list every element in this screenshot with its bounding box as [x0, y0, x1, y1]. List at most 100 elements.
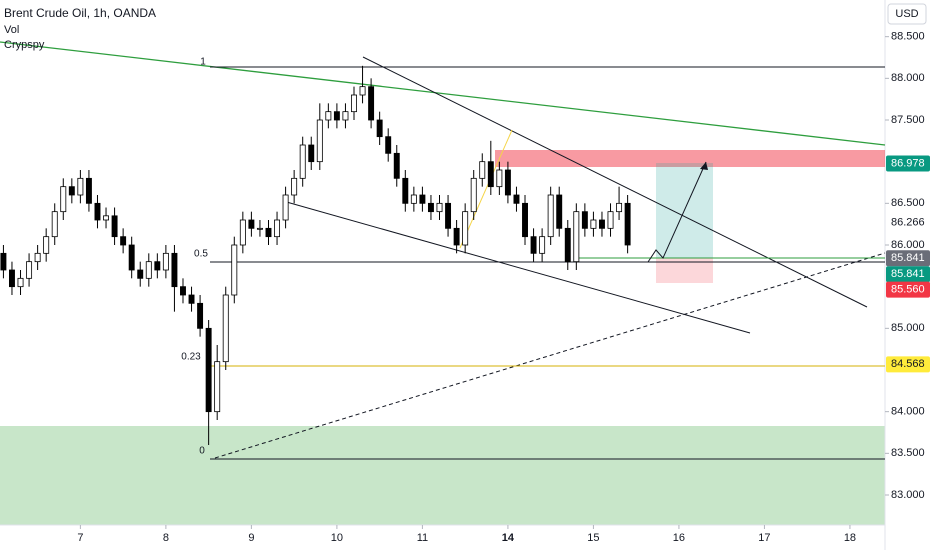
y-tick-label: 83.000	[891, 489, 925, 501]
price-label-box	[886, 155, 930, 172]
candle-body	[34, 252, 41, 263]
candle-body	[376, 119, 383, 138]
candle-body	[26, 261, 33, 279]
candle-body	[51, 211, 58, 238]
candle-body	[385, 136, 392, 154]
x-tick-label: 7	[77, 532, 83, 544]
candle-body	[496, 169, 503, 188]
price-label: 86.266	[891, 217, 925, 229]
candle-body	[239, 219, 246, 246]
demand-zone	[0, 426, 885, 525]
fib-label: 0.5	[194, 249, 208, 260]
price-label-box	[886, 356, 930, 373]
candle-body	[162, 252, 169, 271]
candle-body	[564, 227, 571, 263]
candle-body	[616, 202, 623, 213]
candle-body	[342, 111, 349, 121]
price-label: 84.568	[891, 358, 925, 370]
currency-button[interactable]	[887, 3, 927, 25]
candle-body	[539, 236, 546, 254]
candle-body	[154, 261, 161, 271]
price-label-box	[886, 250, 930, 267]
candle-body	[573, 211, 580, 263]
x-tick-label: 14	[502, 532, 515, 544]
candle-body	[556, 194, 563, 229]
candle-body	[291, 177, 298, 196]
candle-body	[231, 244, 238, 296]
trend-line	[459, 129, 513, 249]
y-tick-label: 83.500	[891, 447, 925, 459]
price-label-box	[886, 281, 930, 298]
candle-body	[607, 211, 614, 229]
trend-line	[0, 41, 886, 146]
candle-body	[85, 177, 92, 204]
indicator-label: Vol	[4, 24, 19, 36]
candle-body	[137, 269, 144, 279]
candle-body	[256, 227, 263, 230]
chart-title: Brent Crude Oil, 1h, OANDA	[4, 6, 156, 20]
y-tick-label: 86.500	[891, 197, 925, 209]
y-tick-label: 87.500	[891, 114, 925, 126]
trend-line	[362, 56, 868, 308]
candle-body	[513, 194, 520, 204]
candle-body	[308, 144, 315, 163]
candle-body	[120, 236, 127, 246]
candle-body	[624, 202, 631, 246]
indicator-label: Crypspy	[4, 39, 45, 51]
candle-body	[487, 161, 494, 188]
candle-body	[419, 194, 426, 204]
candle-body	[590, 219, 597, 229]
y-tick-label: 84.000	[891, 406, 925, 418]
candle-body	[453, 227, 460, 246]
candle-body	[530, 236, 537, 254]
trend-line	[214, 252, 886, 459]
currency-label[interactable]: USD	[895, 8, 918, 20]
candle-body	[436, 202, 443, 213]
x-tick-label: 8	[163, 532, 169, 544]
fib-label: 0	[199, 446, 205, 457]
candle-body	[248, 219, 255, 229]
candle-body	[547, 194, 554, 238]
candle-body	[351, 94, 357, 113]
candle-body	[265, 227, 272, 238]
x-tick-label: 16	[673, 532, 685, 544]
candle-body	[410, 194, 417, 204]
drawings	[0, 41, 886, 460]
fib-label: 0.23	[181, 352, 201, 363]
candle-body	[111, 215, 118, 238]
candle-body	[17, 277, 24, 288]
candle-body	[77, 177, 84, 196]
candle-body	[145, 261, 152, 279]
candle-body	[68, 186, 75, 196]
x-tick-label: 9	[248, 532, 254, 544]
candle-body	[599, 219, 605, 229]
candle-body	[316, 119, 323, 163]
trend-line	[282, 200, 751, 334]
y-tick-label: 88.500	[891, 31, 925, 43]
candle-body	[282, 194, 289, 221]
x-tick-label: 17	[758, 532, 770, 544]
candle-body	[171, 252, 178, 288]
candle-body	[402, 177, 409, 204]
candle-body	[445, 202, 452, 229]
candle-body	[479, 161, 486, 179]
price-label: 85.560	[891, 284, 925, 296]
candle-body	[60, 186, 67, 213]
price-label: 85.841	[891, 268, 925, 280]
candle-body	[427, 202, 434, 213]
candle-body	[188, 294, 195, 304]
candle-body	[205, 327, 212, 413]
candle-body	[214, 361, 221, 413]
x-tick-label: 11	[417, 532, 428, 544]
price-label-box	[886, 266, 930, 283]
x-tick-label: 10	[331, 532, 343, 544]
arrow-head	[700, 162, 708, 170]
candle-body	[9, 269, 15, 288]
price-label: 86.978	[891, 157, 925, 169]
candle-body	[522, 202, 528, 238]
candle-body	[197, 302, 204, 329]
candle-body	[504, 169, 511, 196]
projection-arrow	[647, 161, 707, 263]
